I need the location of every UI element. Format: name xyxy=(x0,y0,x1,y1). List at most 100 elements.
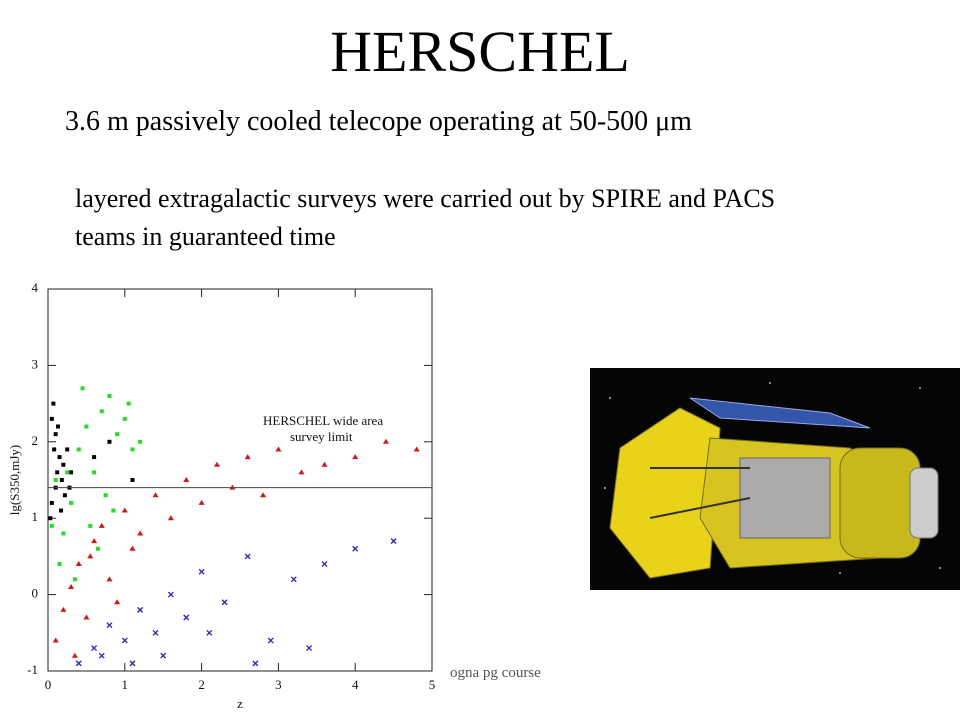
point xyxy=(65,447,70,452)
point xyxy=(71,652,78,658)
point xyxy=(61,531,66,536)
point xyxy=(59,508,64,513)
point xyxy=(167,515,174,521)
point xyxy=(91,645,98,652)
point xyxy=(65,470,70,475)
slide-title: HERSCHEL xyxy=(330,19,630,84)
point xyxy=(114,599,121,605)
point xyxy=(53,432,58,437)
plot-frame xyxy=(47,288,433,672)
x-tick-label: 2 xyxy=(198,677,205,692)
point xyxy=(60,606,67,612)
y-axis-label: lg(S350,mJy) xyxy=(7,445,22,515)
point xyxy=(129,545,136,551)
point xyxy=(49,523,54,528)
point xyxy=(138,439,143,444)
x-tick-label: 1 xyxy=(122,677,129,692)
body-line: teams in guaranteed time xyxy=(75,222,336,251)
point xyxy=(321,461,328,467)
point xyxy=(95,546,100,551)
point xyxy=(352,545,359,552)
y-tick-label: 2 xyxy=(32,433,39,448)
point xyxy=(115,432,120,437)
point xyxy=(129,660,136,667)
point xyxy=(352,454,359,460)
point xyxy=(244,454,251,460)
point xyxy=(121,507,128,513)
point xyxy=(221,599,228,606)
point xyxy=(91,538,98,544)
point xyxy=(87,553,94,559)
x-tick-label: 5 xyxy=(429,677,436,692)
point xyxy=(48,516,53,521)
point xyxy=(106,622,113,629)
point xyxy=(122,416,127,421)
point xyxy=(75,660,82,667)
point xyxy=(57,562,62,567)
point xyxy=(52,447,57,452)
point xyxy=(298,469,305,475)
point xyxy=(198,568,205,575)
point xyxy=(206,629,213,636)
point xyxy=(152,492,159,498)
point xyxy=(62,493,67,498)
y-tick-label: 0 xyxy=(32,586,39,601)
x-tick-label: 0 xyxy=(45,677,52,692)
point xyxy=(98,652,105,659)
point xyxy=(53,478,58,482)
point xyxy=(275,446,282,452)
point xyxy=(75,561,82,567)
point xyxy=(198,499,205,505)
point xyxy=(126,401,131,406)
point xyxy=(68,583,75,589)
point xyxy=(49,500,54,505)
annotation: HERSCHEL wide area xyxy=(263,413,383,428)
point xyxy=(130,447,135,452)
point xyxy=(88,523,93,528)
point xyxy=(59,478,64,482)
x-tick-label: 3 xyxy=(275,677,282,692)
footer: ogna pg course xyxy=(450,665,541,681)
point xyxy=(55,424,60,429)
point xyxy=(57,455,62,460)
point xyxy=(83,614,90,620)
point xyxy=(321,561,328,567)
point xyxy=(121,637,128,644)
point xyxy=(306,645,313,652)
point xyxy=(51,401,56,406)
y-tick-label: 4 xyxy=(32,280,39,295)
point xyxy=(137,530,144,536)
point xyxy=(107,393,112,398)
point xyxy=(111,508,116,513)
point xyxy=(137,606,144,613)
point xyxy=(130,478,135,482)
point xyxy=(290,576,297,583)
point xyxy=(84,424,89,429)
body-line: layered extragalactic surveys were carri… xyxy=(75,184,776,213)
point xyxy=(107,439,112,444)
y-tick-label: 3 xyxy=(32,356,39,371)
point xyxy=(52,637,59,643)
telescope-photo xyxy=(590,368,960,590)
point xyxy=(390,538,397,545)
point xyxy=(167,591,174,598)
point xyxy=(413,446,420,452)
point xyxy=(382,438,389,444)
point xyxy=(99,409,104,414)
point xyxy=(267,637,274,644)
point xyxy=(55,470,60,475)
point xyxy=(92,470,97,475)
point xyxy=(69,500,74,505)
y-tick-label: 1 xyxy=(32,509,39,524)
point xyxy=(69,470,74,475)
point xyxy=(260,492,267,498)
annotation: survey limit xyxy=(290,429,353,444)
subtitle: 3.6 m passively cooled telecope operatin… xyxy=(65,106,692,137)
point xyxy=(213,461,220,467)
point xyxy=(183,614,190,621)
point xyxy=(152,629,159,636)
x-tick-label: 4 xyxy=(352,677,359,692)
point xyxy=(49,416,54,421)
chart: 0 1 2 3 4 5 -1 0 1 2 3 4 z lg(S350,mJy) HERSCHEL wide … xyxy=(7,280,436,711)
